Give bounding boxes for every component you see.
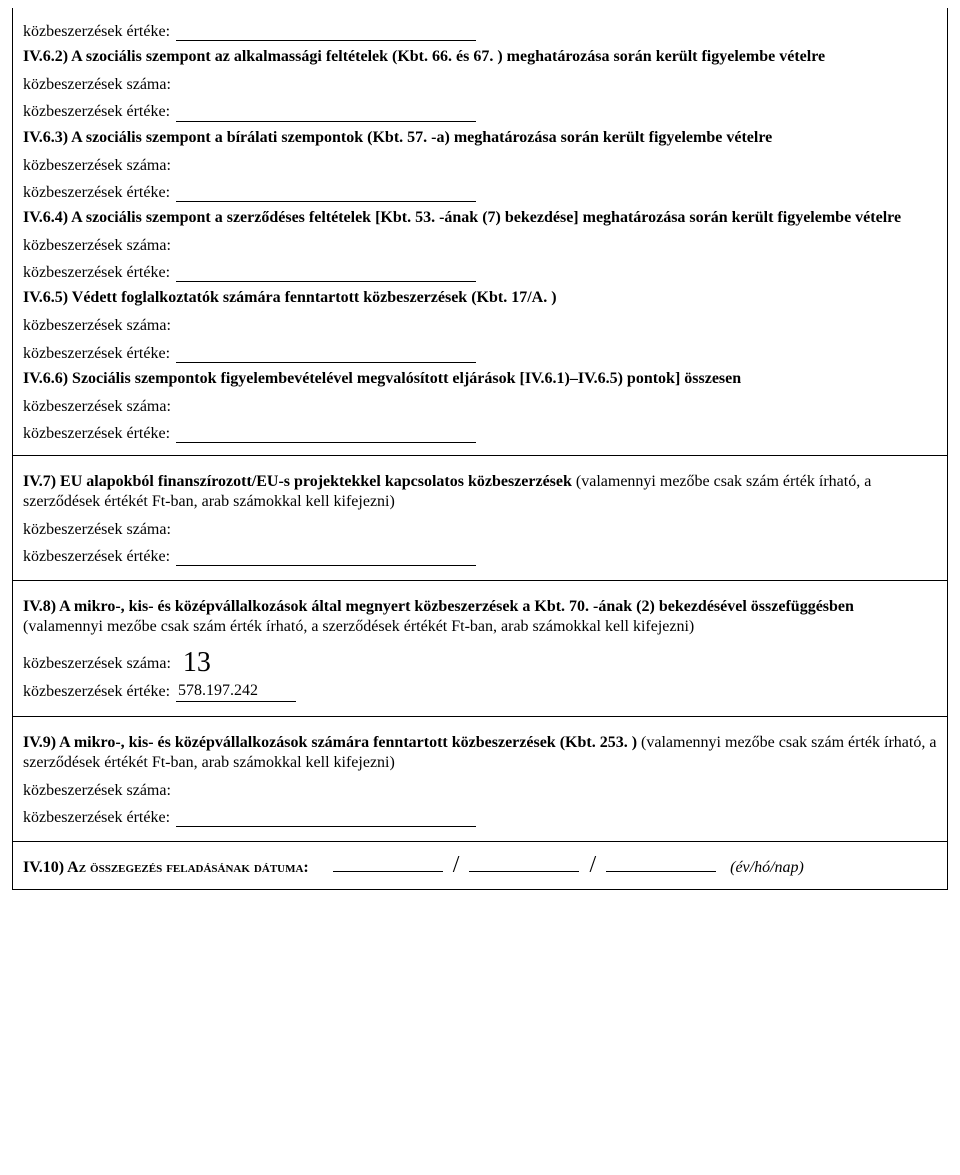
input-underline[interactable] <box>176 266 476 282</box>
date-unit-label: (év/hó/nap) <box>730 859 804 877</box>
heading-rest: (valamennyi mezőbe csak szám érték írhat… <box>23 618 694 635</box>
section-iv-7: IV.7) EU alapokból finanszírozott/EU-s p… <box>13 455 947 580</box>
field-row: közbeszerzések száma: <box>23 316 937 335</box>
value-szama: 13 <box>177 649 217 677</box>
section-iv-9: IV.9) A mikro-, kis- és középvállalkozás… <box>13 716 947 841</box>
input-underline[interactable] <box>176 25 476 41</box>
heading-iv-10: IV.10) Az összegezés feladásának dátuma: <box>23 859 309 877</box>
field-row: közbeszerzések értéke: 578.197.242 <box>23 681 937 701</box>
heading-iv-6-2: IV.6.2) A szociális szempont az alkalmas… <box>23 47 937 67</box>
input-underline[interactable] <box>176 811 476 827</box>
input-underline[interactable] <box>176 427 476 443</box>
heading-bold: IV.9) A mikro-, kis- és középvállalkozás… <box>23 734 637 751</box>
label-szama: közbeszerzések száma: <box>23 156 171 175</box>
label-erteke: közbeszerzések értéke: <box>23 22 170 41</box>
title-prefix: IV.10) A <box>23 859 79 876</box>
date-separator: / <box>585 852 600 879</box>
field-row: közbeszerzések értéke: <box>23 808 937 827</box>
input-underline[interactable] <box>176 347 476 363</box>
label-erteke: közbeszerzések értéke: <box>23 808 170 827</box>
page: közbeszerzések értéke: IV.6.2) A szociál… <box>0 0 960 1175</box>
date-year-input[interactable] <box>333 854 443 872</box>
heading-iv-8: IV.8) A mikro-, kis- és középvállalkozás… <box>23 597 937 637</box>
date-day-input[interactable] <box>606 854 716 872</box>
section-top-continued: közbeszerzések értéke: IV.6.2) A szociál… <box>13 8 947 455</box>
input-underline[interactable] <box>176 186 476 202</box>
field-row: közbeszerzések értéke: <box>23 424 937 443</box>
label-szama: közbeszerzések száma: <box>23 781 171 800</box>
heading-iv-9: IV.9) A mikro-, kis- és középvállalkozás… <box>23 733 937 773</box>
label-erteke: közbeszerzések értéke: <box>23 344 170 363</box>
label-szama: közbeszerzések száma: <box>23 75 171 94</box>
field-row: közbeszerzések száma: <box>23 397 937 416</box>
field-row: közbeszerzések száma: <box>23 236 937 255</box>
label-szama: közbeszerzések száma: <box>23 236 171 255</box>
label-erteke: közbeszerzések értéke: <box>23 263 170 282</box>
heading-iv-6-4: IV.6.4) A szociális szempont a szerződés… <box>23 208 937 228</box>
title-smallcaps: z összegezés feladásának dátuma: <box>79 859 309 876</box>
label-szama: közbeszerzések száma: <box>23 397 171 416</box>
date-separator: / <box>449 852 464 879</box>
field-row: közbeszerzések értéke: <box>23 547 937 566</box>
date-fields: / / (év/hó/nap) <box>333 852 804 879</box>
value-erteke: 578.197.242 <box>176 681 296 701</box>
heading-iv-6-3: IV.6.3) A szociális szempont a bírálati … <box>23 128 937 148</box>
input-underline[interactable] <box>176 106 476 122</box>
section-iv-8: IV.8) A mikro-, kis- és középvállalkozás… <box>13 580 947 715</box>
field-row: közbeszerzések száma: <box>23 156 937 175</box>
date-month-input[interactable] <box>469 854 579 872</box>
field-row: közbeszerzések értéke: <box>23 344 937 363</box>
label-szama: közbeszerzések száma: <box>23 316 171 335</box>
label-szama: közbeszerzések száma: <box>23 654 171 673</box>
field-row: közbeszerzések száma: <box>23 520 937 539</box>
heading-bold: IV.8) A mikro-, kis- és középvállalkozás… <box>23 598 854 615</box>
label-erteke: közbeszerzések értéke: <box>23 424 170 443</box>
field-row: közbeszerzések száma: <box>23 781 937 800</box>
heading-iv-6-6: IV.6.6) Szociális szempontok figyelembev… <box>23 369 937 389</box>
label-erteke: közbeszerzések értéke: <box>23 102 170 121</box>
heading-bold: IV.7) EU alapokból finanszírozott/EU-s p… <box>23 473 572 490</box>
field-row: közbeszerzések értéke: <box>23 263 937 282</box>
label-erteke: közbeszerzések értéke: <box>23 547 170 566</box>
field-row: közbeszerzések száma: <box>23 75 937 94</box>
field-row: közbeszerzések értéke: <box>23 102 937 121</box>
field-row: közbeszerzések értéke: <box>23 22 937 41</box>
field-row: közbeszerzések száma: 13 <box>23 645 937 673</box>
field-row: közbeszerzések értéke: <box>23 183 937 202</box>
form-container: közbeszerzések értéke: IV.6.2) A szociál… <box>12 8 948 890</box>
label-erteke: közbeszerzések értéke: <box>23 682 170 701</box>
label-szama: közbeszerzések száma: <box>23 520 171 539</box>
section-iv-10: IV.10) Az összegezés feladásának dátuma:… <box>13 841 947 889</box>
input-underline[interactable] <box>176 550 476 566</box>
heading-iv-7: IV.7) EU alapokból finanszírozott/EU-s p… <box>23 472 937 512</box>
heading-iv-6-5: IV.6.5) Védett foglalkoztatók számára fe… <box>23 288 937 308</box>
label-erteke: közbeszerzések értéke: <box>23 183 170 202</box>
